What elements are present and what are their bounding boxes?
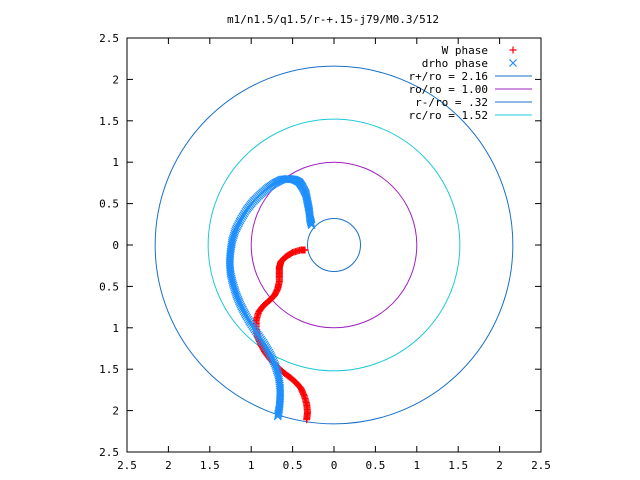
x-tick-label: 1: [248, 459, 255, 472]
legend-label: W phase: [442, 44, 488, 57]
circle-r-ro-2-16: [154, 65, 514, 425]
x-tick-label: 2.5: [117, 459, 137, 472]
circle-rc-ro-1-52: [207, 118, 461, 372]
x-tick-label: 0.5: [365, 459, 385, 472]
reference-circles: [154, 65, 514, 425]
y-tick-label: 2: [112, 405, 119, 418]
x-tick-label: 1: [413, 459, 420, 472]
x-tick-label: 2: [165, 459, 172, 472]
axis-ticks: 2.5 2 1.5 1 0.5 0 0.5 1 1.5 2 2.52.521.510.500.511…: [99, 32, 551, 472]
legend-label: r+/ro = 2.16: [409, 70, 488, 83]
y-tick-label: 0.5: [99, 280, 119, 293]
x-tick-label: 2.5: [531, 459, 551, 472]
x-tick-label: 2: [496, 459, 503, 472]
y-tick-label: 1: [112, 156, 119, 169]
y-tick-label: 1.5: [99, 363, 119, 376]
x-tick-label: 1.5: [200, 459, 220, 472]
y-tick-label: 2: [112, 73, 119, 86]
data-point: [509, 59, 517, 67]
y-tick-label: 0: [112, 239, 119, 252]
circle-ro-ro-1-00: [250, 161, 418, 329]
x-tick-label: 0: [331, 459, 338, 472]
y-tick-label: 1.5: [99, 115, 119, 128]
circle-r-ro-32: [307, 218, 361, 272]
chart-title: m1/n1.5/q1.5/r-+.15-j79/M0.3/512: [227, 13, 439, 26]
legend-label: r-/ro = .32: [415, 96, 488, 109]
data-point: [509, 46, 517, 54]
data-point: [274, 409, 283, 418]
data-point: [273, 412, 282, 421]
y-tick-label: 1: [112, 322, 119, 335]
legend-label: drho phase: [422, 57, 488, 70]
series-drho-phase: [225, 174, 316, 421]
y-tick-label: 0.5: [99, 198, 119, 211]
data-point: [274, 411, 282, 419]
data-points: [225, 174, 316, 424]
x-tick-label: 0.5: [283, 459, 303, 472]
data-point: [303, 416, 311, 424]
x-tick-label: 1.5: [448, 459, 468, 472]
y-tick-label: 2.5: [99, 446, 119, 459]
legend-label: ro/ro = 1.00: [409, 83, 488, 96]
legend-label: rc/ro = 1.52: [409, 109, 488, 122]
y-tick-label: 2.5: [99, 32, 119, 45]
